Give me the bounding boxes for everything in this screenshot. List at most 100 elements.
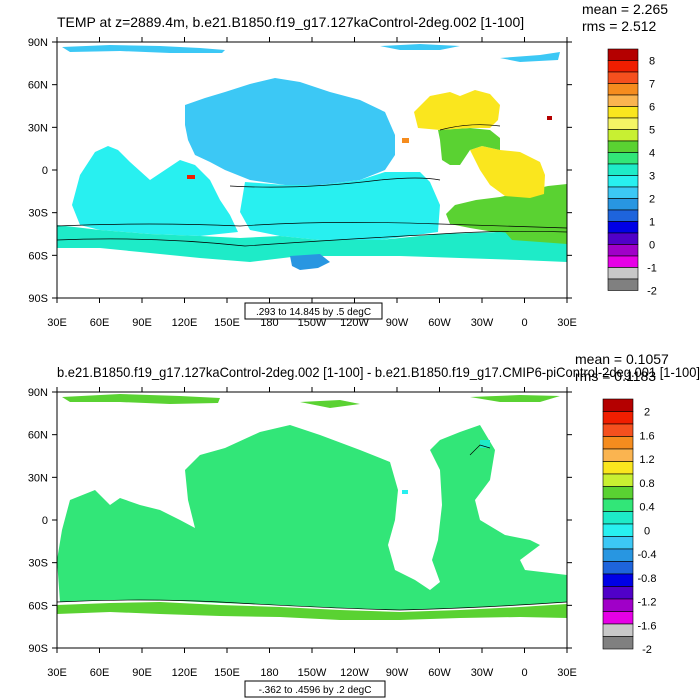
arctic-field-mid <box>380 44 460 50</box>
colorbar-swatch <box>602 536 634 550</box>
arctic-field-east <box>500 52 560 62</box>
colorbar-swatch <box>602 473 634 487</box>
colorbar-swatch <box>602 586 634 600</box>
atlantic-tropical-field <box>470 146 545 198</box>
colorbar-label: 1.6 <box>639 430 654 442</box>
colorbar-swatch <box>602 436 634 450</box>
panel-2-contour-info-box <box>244 680 386 698</box>
lon-tick-label: 180 <box>260 667 278 679</box>
lon-tick-label: 120E <box>172 317 198 329</box>
panel-2-colorbar: 2 1.6 1.2 0.8 0.4 0 -0.4 -0.8 -1.2 -1.6 -2 <box>602 398 657 656</box>
diff-global-field <box>57 425 567 610</box>
diff-cyan-patch <box>480 440 490 448</box>
colorbar-swatch <box>607 278 639 291</box>
colorbar-swatch <box>607 255 639 268</box>
colorbar-swatch <box>607 129 639 142</box>
lon-tick-label: 0 <box>521 667 527 679</box>
diff-contour-line <box>469 444 491 456</box>
diff-arctic-field <box>62 394 220 404</box>
arctic-field <box>62 45 225 53</box>
lon-tick-label: 90E <box>132 317 152 329</box>
colorbar-swatch <box>607 140 639 153</box>
colorbar-label: -1 <box>647 263 657 275</box>
panel-2-lat-axis: 90N 60N 30N 0 30S 60S 90S <box>28 387 572 655</box>
lon-tick-label: 30E <box>557 317 577 329</box>
colorbar-swatch <box>602 598 634 612</box>
panel-1: TEMP at z=2889.4m, b.e21.B1850.f19_g17.1… <box>28 1 668 329</box>
colorbar-swatch <box>607 175 639 188</box>
panel-2-lon-axis: 30E 60E 90E 120E 150E 180 150W 120W 90W 60W 30W 0 30… <box>47 387 577 679</box>
colorbar-swatch <box>602 486 634 500</box>
colorbar-label: 7 <box>649 79 655 91</box>
panel-1-map <box>57 44 567 270</box>
colorbar-label: 1.2 <box>639 454 654 466</box>
lat-tick-label: 30S <box>28 558 48 570</box>
panel-2-contour-info: -.362 to .4596 by .2 degC <box>259 685 372 696</box>
lat-tick-label: 60N <box>28 430 48 442</box>
colorbar-swatch <box>602 573 634 587</box>
lon-tick-label: 90W <box>386 317 409 329</box>
colorbar-swatch <box>602 398 634 412</box>
colorbar-label: -0.8 <box>638 573 657 585</box>
panel-2-mean: mean = 0.1057 <box>575 351 669 367</box>
colorbar-swatch <box>607 94 639 107</box>
colorbar-swatch <box>602 548 634 562</box>
lon-tick-label: 30W <box>471 317 494 329</box>
lon-tick-label: 30E <box>47 317 67 329</box>
colorbar-swatch <box>607 71 639 84</box>
lat-tick-label: 90S <box>28 643 48 655</box>
lon-tick-label: 90E <box>132 667 152 679</box>
lon-tick-label: 0 <box>521 317 527 329</box>
colorbar-label: 6 <box>649 102 655 114</box>
colorbar-swatch <box>607 267 639 280</box>
colorbar-label: 5 <box>649 125 655 137</box>
colorbar-swatch <box>607 163 639 176</box>
contour-line <box>229 177 441 188</box>
panel-1-rms: rms = 2.512 <box>582 18 657 34</box>
colorbar-label: 8 <box>649 56 655 68</box>
panel-1-colorbar: 8 7 6 5 4 3 2 1 0 -1 -2 <box>607 48 657 298</box>
diff-arctic-field-east-2 <box>470 395 560 402</box>
lon-tick-label: 60W <box>428 667 451 679</box>
lon-tick-label: 30E <box>47 667 67 679</box>
weddell-field <box>505 232 567 244</box>
lon-tick-label: 60E <box>90 667 110 679</box>
lon-tick-label: 60W <box>428 317 451 329</box>
panel-1-lon-axis: 30E 60E 90E 120E 150E 180 150W 120W 90W 60W 30W 0 30… <box>47 37 577 329</box>
colorbar-swatch <box>607 48 639 61</box>
pacific-north-field <box>185 78 395 185</box>
lon-tick-label: 150W <box>298 317 327 329</box>
colorbar-swatch <box>602 423 634 437</box>
colorbar-swatch <box>602 511 634 525</box>
lon-tick-label: 120W <box>340 317 369 329</box>
atlantic-south-field <box>446 184 567 238</box>
colorbar-swatch <box>602 498 634 512</box>
contour-line <box>439 124 501 131</box>
lat-tick-label: 60N <box>28 80 48 92</box>
diff-cyan-patch-2 <box>402 490 408 494</box>
contour-line <box>57 230 567 247</box>
lon-tick-label: 30E <box>557 667 577 679</box>
lon-tick-label: 120W <box>340 667 369 679</box>
colorbar-label: 1 <box>649 217 655 229</box>
colorbar-swatch <box>607 60 639 73</box>
lat-tick-label: 60S <box>28 250 48 262</box>
panel-2-title: b.e21.B1850.f19_g17.127kaControl-2deg.00… <box>57 364 700 380</box>
colorbar-label: 0 <box>644 525 650 537</box>
colorbar-swatch <box>607 232 639 245</box>
hotspot-pacific <box>187 175 195 179</box>
panel-1-lat-axis: 90N 60N 30N 0 30S 60S 90S <box>28 37 572 305</box>
north-atlantic-field <box>414 90 500 130</box>
diff-arctic-field-east <box>300 400 360 408</box>
colorbar-label: -1.2 <box>638 597 657 609</box>
colorbar-label: 0 <box>649 240 655 252</box>
contour-line <box>57 222 567 229</box>
lon-tick-label: 90W <box>386 667 409 679</box>
colorbar-swatch <box>607 83 639 96</box>
colorbar-label: -1.6 <box>638 620 657 632</box>
colorbar-label: 4 <box>649 148 655 160</box>
panel-1-mean: mean = 2.265 <box>582 1 668 17</box>
panel-1-contour-info-box <box>244 302 383 320</box>
colorbar-label: 3 <box>649 171 655 183</box>
